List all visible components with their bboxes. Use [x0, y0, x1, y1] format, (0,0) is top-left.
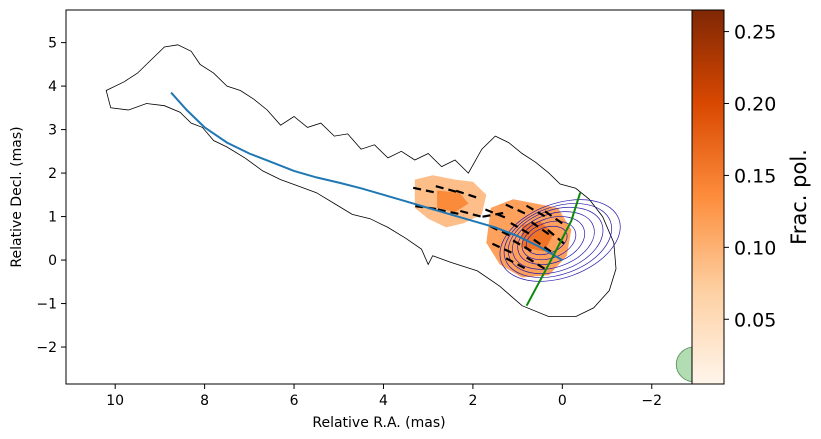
- jet-ridge-line: [170, 91, 563, 261]
- green-line: [525, 192, 582, 307]
- colorbar-tick-label: 0.15: [734, 165, 776, 187]
- y-tick-label: 4: [48, 79, 57, 95]
- evpa-vector-16: [505, 257, 530, 272]
- frac-pol-region-3: [522, 220, 554, 252]
- x-tick-label: 10: [106, 393, 124, 409]
- evpa-vector-18: [547, 229, 569, 248]
- x-tick-label: 6: [290, 393, 299, 409]
- evpa-vector-14: [512, 239, 537, 255]
- evpa-vector-13: [491, 242, 517, 256]
- y-axis: 5 4 3 2 1 0 −1 −2: [36, 36, 66, 356]
- y-tick-label: 2: [48, 166, 57, 182]
- evpa-vector-15: [533, 238, 556, 256]
- core-contour-5: [503, 203, 613, 278]
- core-contour-2: [517, 216, 586, 265]
- colorbar-tick-label: 0.10: [734, 237, 776, 259]
- outer-contour: [105, 44, 617, 318]
- y-tick-label: 1: [48, 210, 57, 226]
- core-contour-1: [521, 220, 577, 261]
- y-axis-label: Relative Decl. (mas): [9, 126, 25, 267]
- x-tick-label: 4: [379, 393, 388, 409]
- x-tick-label: 0: [558, 393, 567, 409]
- evpa-vector-7: [505, 203, 530, 217]
- colorbar-gradient: [691, 9, 725, 385]
- y-tick-label: 5: [48, 36, 57, 52]
- evpa-vector-17: [526, 256, 550, 273]
- evpa-vector-12: [530, 221, 554, 239]
- x-tick-label: −2: [641, 393, 662, 409]
- evpa-vector-1: [435, 185, 462, 195]
- colorbar-ticks: 0.25 0.20 0.15 0.10 0.05: [724, 22, 776, 331]
- evpa-vector-9: [544, 210, 567, 228]
- evpa-vector-10: [489, 225, 515, 239]
- x-tick-label: 8: [200, 393, 209, 409]
- evpa-vectors: [412, 185, 569, 273]
- y-tick-label: −1: [36, 297, 57, 313]
- colorbar-tick-label: 0.25: [734, 22, 776, 44]
- y-tick-label: −2: [36, 340, 57, 356]
- frac-pol-region-2: [437, 190, 469, 213]
- core-contour-6: [499, 199, 621, 282]
- evpa-vector-8: [525, 204, 550, 220]
- total-intensity-contours: [105, 44, 621, 318]
- y-tick-label: 0: [48, 253, 57, 269]
- plot-frame: [65, 9, 693, 385]
- colorbar-label: Frac. pol.: [787, 149, 811, 245]
- evpa-vector-5: [460, 209, 486, 219]
- colorbar-tick-label: 0.05: [734, 309, 776, 331]
- evpa-vector-4: [437, 208, 464, 216]
- y-tick-label: 3: [48, 123, 57, 139]
- x-axis-label: Relative R.A. (mas): [312, 415, 445, 431]
- evpa-vector-11: [510, 222, 534, 238]
- evpa-vector-2: [455, 189, 482, 200]
- evpa-vector-19: [482, 211, 509, 218]
- colorbar-tick-label: 0.20: [734, 94, 776, 116]
- colorbar: 0.25 0.20 0.15 0.10 0.05 Frac. pol.: [691, 9, 811, 385]
- overlay-lines: [170, 91, 692, 383]
- plot-area: [105, 44, 692, 383]
- x-axis: 10 8 6 4 2 0 −2: [106, 384, 662, 409]
- beam-ellipse: [675, 346, 692, 383]
- evpa-vector-0: [412, 186, 439, 195]
- x-tick-label: 2: [468, 393, 477, 409]
